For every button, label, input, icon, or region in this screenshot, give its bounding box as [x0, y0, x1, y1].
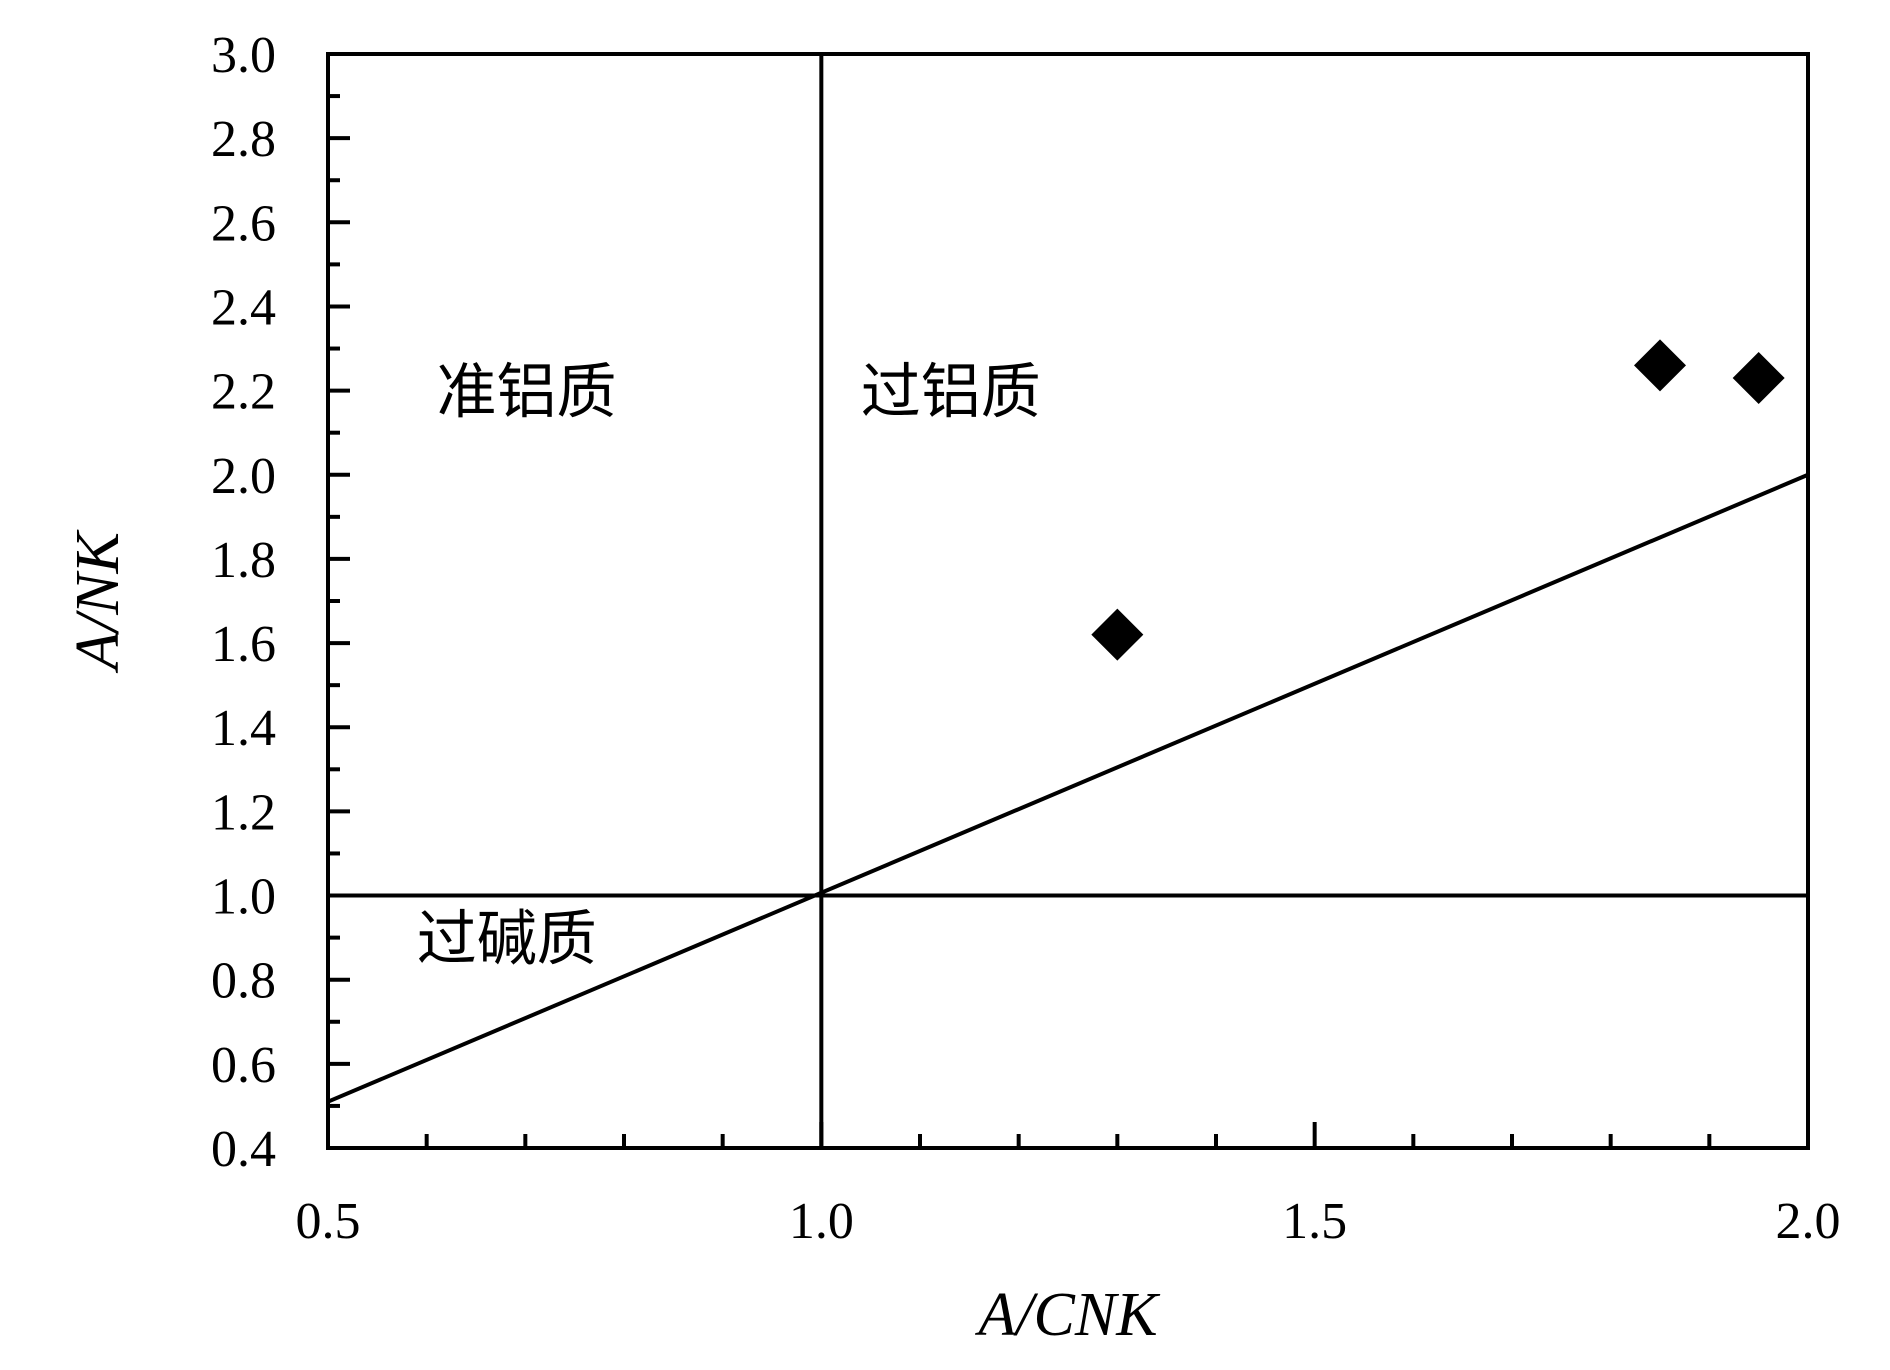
y-tick-label: 1.2 [211, 784, 276, 841]
y-tick-label: 2.8 [211, 111, 276, 168]
region-label: 过碱质 [417, 905, 597, 975]
y-tick-label: 2.0 [211, 448, 276, 505]
data-point [1091, 608, 1144, 661]
axis-ticks [326, 52, 1810, 1150]
y-tick-label: 1.6 [211, 616, 276, 673]
x-tick-label: 0.5 [296, 1193, 361, 1250]
boundary-lines [327, 54, 1809, 1148]
plot-frame [326, 52, 1810, 1150]
y-tick-label: 0.8 [211, 953, 276, 1010]
y-tick-label: 3.0 [211, 27, 276, 84]
y-tick-label: 1.8 [211, 532, 276, 589]
boundary-line-3 [327, 472, 1809, 1104]
data-point [1634, 339, 1686, 392]
y-tick-label: 0.6 [211, 1037, 276, 1094]
region-label: 准铝质 [437, 358, 617, 428]
data-point [1732, 351, 1785, 404]
x-tick-label: 1.5 [1282, 1193, 1347, 1250]
y-tick-label: 2.6 [211, 195, 276, 252]
x-tick-label: 2.0 [1776, 1193, 1841, 1250]
y-tick-labels: 0.4 0.6 0.8 1.0 1.2 1.4 1.6 1.8 2.0 2.2 2.4 2.6 2.8 3… [211, 27, 276, 1178]
y-tick-label: 1.0 [211, 869, 276, 926]
data-points [1091, 339, 1785, 661]
x-tick-labels: 0.5 1.0 1.5 2.0 [296, 1193, 1841, 1250]
y-tick-label: 2.4 [211, 279, 276, 336]
y-axis-title: A/NK [64, 528, 132, 673]
x-axis-title: A/CNK [974, 1281, 1161, 1349]
y-tick-label: 0.4 [211, 1121, 276, 1178]
region-label: 过铝质 [861, 358, 1041, 428]
y-tick-label: 1.4 [211, 700, 276, 757]
x-tick-label: 1.0 [789, 1193, 854, 1250]
y-tick-label: 2.2 [211, 364, 276, 421]
